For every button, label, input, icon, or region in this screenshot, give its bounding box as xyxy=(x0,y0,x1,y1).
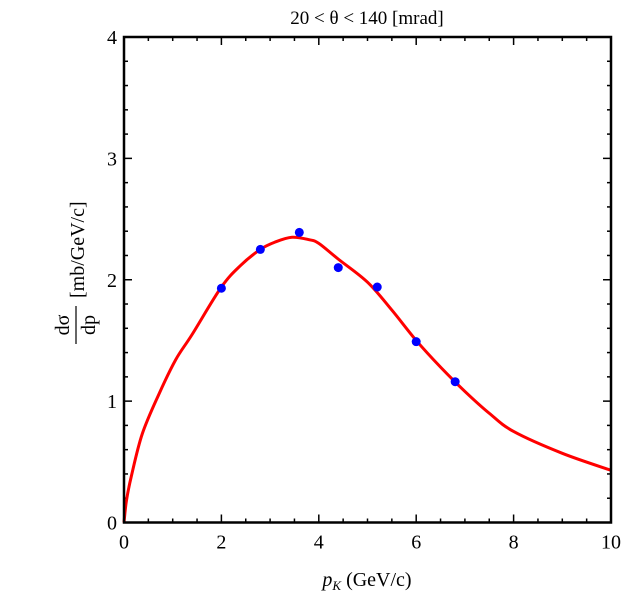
fit-curve-layer xyxy=(122,235,612,523)
fit-curve xyxy=(122,235,612,523)
x-axis-label: pK (GeV/c) xyxy=(320,569,411,593)
x-label-unit: (GeV/c) xyxy=(341,569,412,591)
x-tick-label: 2 xyxy=(216,532,226,554)
y-tick-label: 0 xyxy=(107,513,117,535)
y-tick-label: 2 xyxy=(107,270,117,292)
data-point xyxy=(411,337,421,347)
data-point xyxy=(333,263,343,273)
data-point xyxy=(255,244,265,254)
chart-title: 20 < θ < 140 [mrad] xyxy=(290,8,443,29)
y-label-denominator: dp xyxy=(78,315,100,335)
data-point xyxy=(450,377,460,387)
y-label-unit: [mb/GeV/c] xyxy=(67,201,89,298)
x-label-subscript: K xyxy=(331,578,342,593)
y-tick-label: 3 xyxy=(107,148,117,170)
y-tick-label: 4 xyxy=(107,27,117,49)
plot-frame xyxy=(122,35,613,524)
x-tick-label: 8 xyxy=(509,532,519,554)
data-point xyxy=(216,283,226,293)
x-tick-label: 4 xyxy=(314,532,324,554)
y-label-numerator: dσ xyxy=(52,314,74,335)
data-point xyxy=(294,227,304,237)
data-point xyxy=(372,282,382,292)
axis-ticks xyxy=(123,36,612,524)
data-points-layer xyxy=(216,227,460,387)
x-tick-label: 10 xyxy=(601,532,621,554)
x-label-main: p xyxy=(320,569,332,591)
y-tick-label: 1 xyxy=(107,391,117,413)
x-tick-label: 0 xyxy=(119,532,129,554)
x-tick-label: 6 xyxy=(411,532,421,554)
tick-labels: 0 2 4 6 8 10 0 1 2 3 4 xyxy=(107,27,621,554)
y-axis-label: dσ dp [mb/GeV/c] xyxy=(52,201,100,344)
